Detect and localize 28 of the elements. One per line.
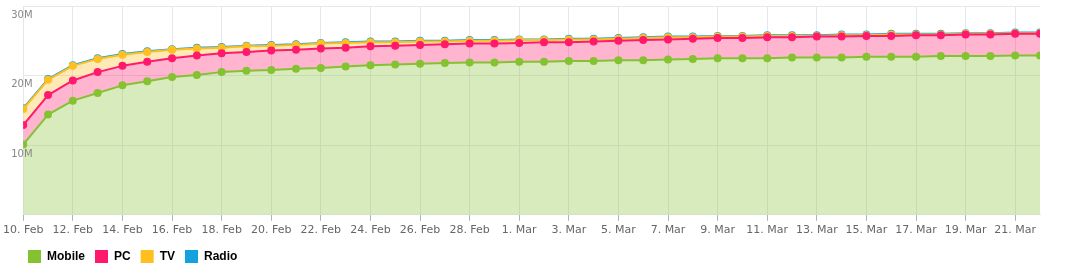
x-tick-label: 10. Feb: [3, 223, 44, 237]
y-tick-label: 10M: [11, 147, 33, 159]
x-tick-label: 5. Mar: [601, 223, 637, 237]
x-tick-label: 26. Feb: [399, 223, 441, 237]
x-tick-label: 3. Mar: [551, 223, 587, 237]
x-tick-label: 11. Mar: [746, 223, 789, 237]
x-tick-label: 15. Mar: [845, 223, 888, 237]
x-tick-label: 1. Mar: [501, 223, 538, 237]
x-tick-label: 7. Mar: [650, 223, 686, 237]
x-tick-label: 12. Feb: [52, 223, 94, 237]
x-tick-label: 13. Mar: [795, 223, 839, 237]
x-tick-label: 9. Mar: [700, 223, 736, 237]
x-tick-label: 19. Mar: [944, 223, 987, 237]
legend-label: TV: [159, 248, 176, 263]
y-tick-label: 20M: [11, 78, 33, 90]
legend-label: Radio: [204, 248, 238, 263]
legend-label: Mobile: [47, 248, 86, 263]
legend-label: PC: [114, 248, 131, 263]
x-tick-label: 22. Feb: [300, 223, 342, 237]
x-tick-label: 28. Feb: [449, 223, 490, 237]
y-tick-label: 30M: [11, 8, 33, 20]
x-tick-label: 14. Feb: [102, 223, 143, 237]
x-tick-label: 16. Feb: [151, 223, 193, 237]
x-tick-label: 17. Mar: [895, 223, 938, 237]
x-tick-label: 21. Mar: [994, 223, 1037, 237]
x-tick-label: 24. Feb: [350, 223, 391, 237]
x-tick-label: 18. Feb: [201, 223, 242, 237]
x-tick-label: 20. Feb: [250, 223, 292, 237]
